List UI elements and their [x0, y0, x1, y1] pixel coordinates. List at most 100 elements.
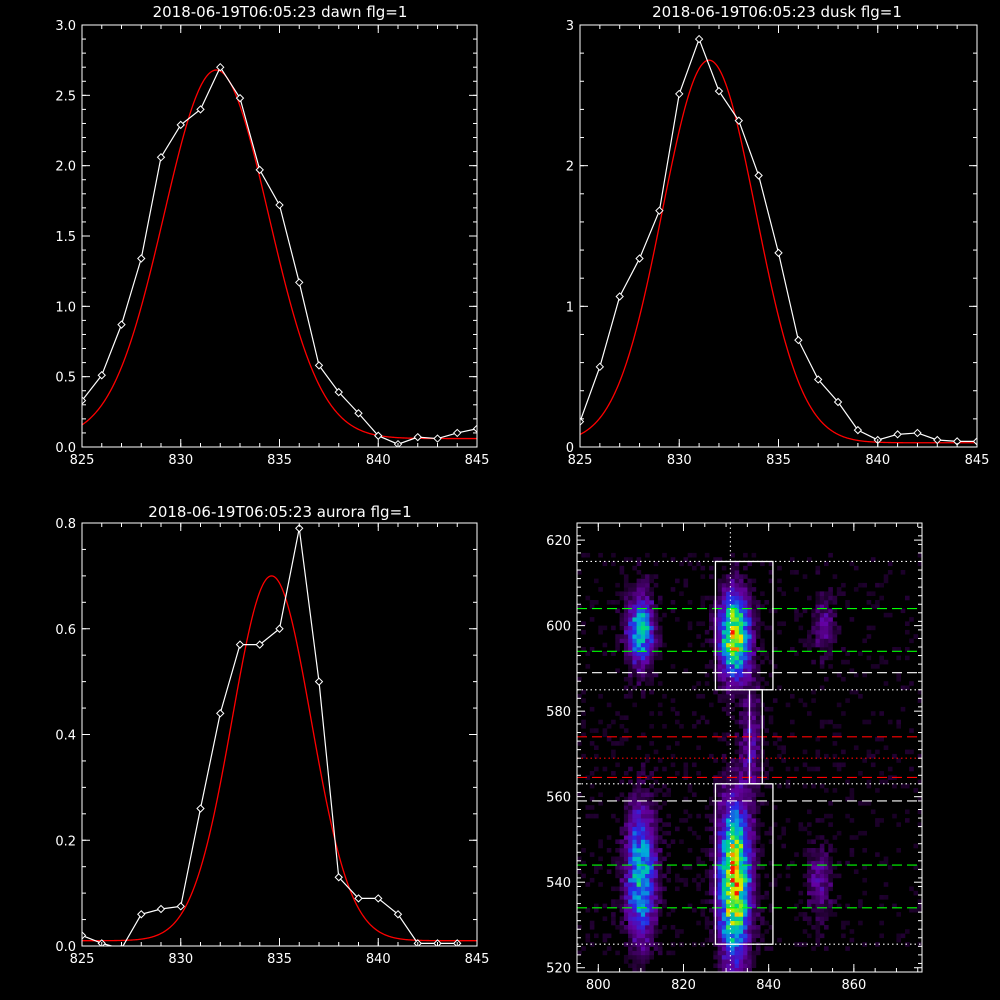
- heatmap-cell: [811, 617, 816, 622]
- heatmap-cell: [645, 954, 650, 960]
- heatmap-cell: [632, 959, 637, 964]
- heatmap-cell: [653, 608, 659, 614]
- heatmap-cell: [717, 873, 723, 879]
- heatmap-cell: [675, 711, 680, 716]
- heatmap-cell: [662, 766, 667, 772]
- heatmap-cell: [866, 634, 872, 639]
- heatmap-cell: [751, 771, 757, 776]
- heatmap-cell: [777, 873, 782, 879]
- heatmap-cell: [636, 937, 642, 943]
- heatmap-cell: [760, 561, 765, 567]
- heatmap-cell: [726, 907, 731, 913]
- heatmap-cell: [640, 959, 646, 964]
- heatmap-cell: [760, 907, 765, 913]
- heatmap-cell: [734, 890, 740, 896]
- heatmap-cell: [768, 783, 774, 789]
- heatmap-cell: [802, 783, 808, 789]
- heatmap-cell: [755, 873, 761, 879]
- heatmap-cell: [747, 912, 752, 917]
- heatmap-cell: [721, 882, 727, 887]
- heatmap-cell: [683, 578, 689, 584]
- heatmap-cell: [802, 882, 808, 887]
- x-tick-label: 845: [465, 453, 490, 468]
- heatmap-cell: [721, 574, 727, 579]
- heatmap-cell: [900, 608, 906, 614]
- heatmap-cell: [594, 728, 599, 733]
- data-point-diamond: [255, 165, 264, 175]
- heatmap-cell: [649, 818, 654, 823]
- heatmap-cell: [726, 587, 731, 592]
- heatmap-cell: [721, 788, 727, 793]
- x-tick-label: 825: [70, 952, 95, 967]
- heatmap-cell: [862, 848, 867, 853]
- heatmap-cell: [721, 925, 727, 930]
- heatmap-cell: [768, 659, 774, 665]
- heatmap-cell: [632, 647, 637, 652]
- heatmap-cell: [734, 899, 740, 904]
- heatmap-cell: [704, 595, 710, 601]
- heatmap-cell: [764, 771, 769, 776]
- heatmap-cell: [755, 822, 761, 827]
- heatmap-cell: [628, 963, 633, 968]
- heatmap-cell: [777, 565, 782, 571]
- heatmap-cell: [768, 608, 774, 614]
- heatmap-cell: [721, 963, 727, 968]
- heatmap-cell: [645, 843, 650, 849]
- heatmap-cell: [751, 903, 757, 909]
- heatmap-cell: [649, 664, 654, 669]
- heatmap-cell: [730, 587, 735, 592]
- heatmap-cell: [640, 689, 646, 695]
- heatmap-cell: [909, 638, 914, 644]
- heatmap-cell: [602, 732, 608, 738]
- heatmap-cell: [611, 899, 616, 904]
- heatmap-cell: [730, 758, 735, 763]
- heatmap-cell: [721, 681, 727, 686]
- heatmap-cell: [828, 843, 833, 849]
- heatmap-cell: [760, 591, 765, 596]
- heatmap-cell: [632, 946, 637, 951]
- heatmap-cell: [717, 933, 723, 939]
- heatmap-cell: [811, 659, 816, 665]
- heatmap-cell: [794, 942, 799, 947]
- heatmap-cell: [726, 702, 731, 708]
- heatmap-cell: [734, 689, 740, 695]
- heatmap-cell: [807, 899, 812, 904]
- heatmap-cell: [747, 587, 752, 592]
- heatmap-cell: [917, 689, 922, 695]
- heatmap-cell: [815, 736, 821, 742]
- heatmap-cell: [807, 865, 812, 870]
- heatmap-cell: [751, 642, 757, 648]
- heatmap-cell: [640, 886, 646, 892]
- heatmap-cell: [581, 698, 586, 703]
- heatmap-cell: [828, 642, 833, 648]
- heatmap-cell: [649, 933, 654, 939]
- heatmap-cell: [747, 561, 752, 567]
- y-tick-label: 0.0: [55, 940, 76, 955]
- heatmap-cell: [636, 617, 642, 622]
- heatmap-cell: [589, 617, 595, 622]
- heatmap-cell: [755, 664, 761, 669]
- heatmap-cell: [623, 903, 629, 909]
- heatmap-cell: [657, 899, 663, 904]
- heatmap-cell: [747, 659, 752, 665]
- heatmap-cell: [730, 676, 735, 682]
- heatmap-cell: [883, 856, 889, 862]
- heatmap-cell: [721, 912, 727, 917]
- heatmap-cell: [619, 826, 625, 832]
- heatmap-cell: [709, 882, 714, 887]
- heatmap-cell: [811, 625, 816, 631]
- heatmap-cell: [717, 664, 723, 669]
- heatmap-cell: [734, 758, 740, 763]
- heatmap-cell: [755, 728, 761, 733]
- heatmap-cell: [662, 830, 667, 836]
- heatmap-cell: [662, 792, 667, 797]
- heatmap-cell: [709, 865, 714, 870]
- heatmap-cell: [696, 882, 701, 887]
- heatmap-cell: [836, 702, 842, 708]
- heatmap-cell: [721, 946, 727, 951]
- heatmap-cell: [717, 852, 723, 857]
- heatmap-cell: [636, 642, 642, 648]
- heatmap-cell: [670, 907, 676, 913]
- heatmap-cell: [709, 617, 714, 622]
- heatmap-cell: [640, 634, 646, 639]
